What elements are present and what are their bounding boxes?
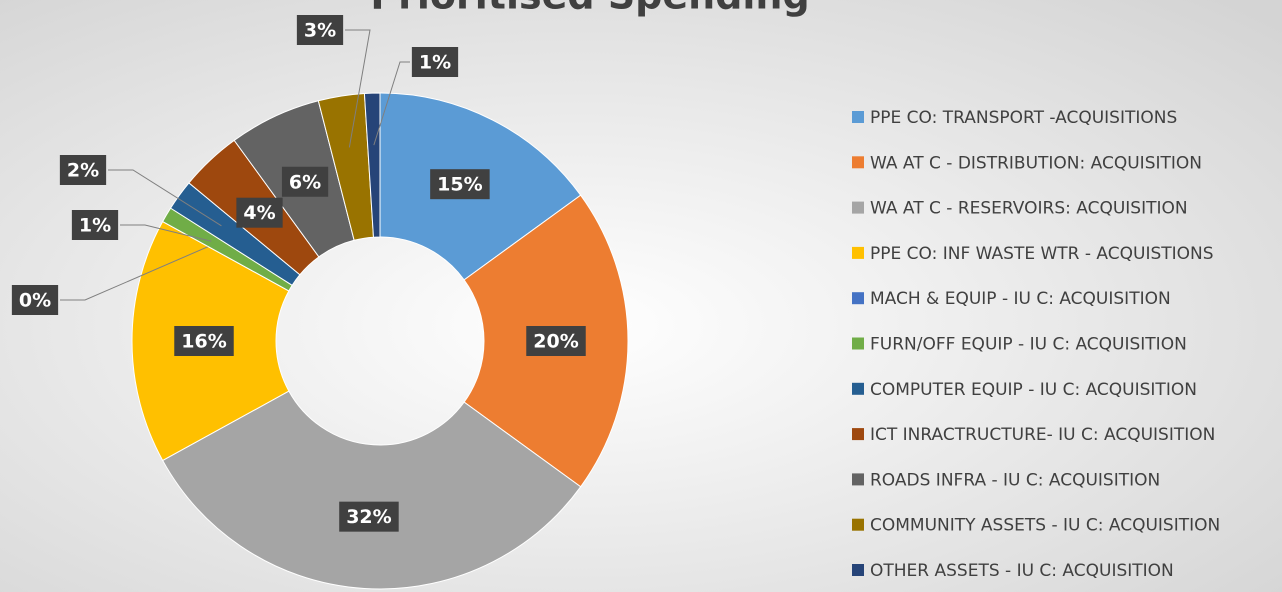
donut-slice — [161, 390, 582, 590]
leader-line — [108, 169, 222, 227]
data-label: 15% — [430, 169, 490, 200]
data-label-text: 15% — [437, 174, 482, 196]
data-label: 4% — [236, 197, 283, 228]
data-label: 20% — [526, 326, 586, 356]
data-label: 0% — [11, 285, 59, 315]
data-label-text: 1% — [419, 52, 451, 74]
data-label-box — [11, 285, 59, 315]
data-label-box — [411, 47, 459, 77]
legend-swatch — [852, 156, 864, 169]
legend-swatch — [852, 111, 864, 123]
data-label: 1% — [71, 210, 119, 240]
data-label-text: 1% — [79, 215, 111, 237]
leader-line — [345, 29, 371, 148]
data-label-box — [281, 166, 329, 197]
legend-swatch — [852, 428, 864, 441]
legend-swatch — [852, 337, 864, 350]
data-label: 6% — [281, 166, 329, 197]
data-label: 1% — [411, 47, 459, 77]
data-label-text: 20% — [533, 331, 578, 353]
legend-swatch — [852, 246, 864, 259]
legend-label: ROADS INFRA - IU C: ACQUISITION — [870, 470, 1160, 490]
legend-label: WA AT C - RESERVOIRS: ACQUISITION — [870, 199, 1188, 219]
legend-label: FURN/OFF EQUIP - IU C: ACQUISITION — [870, 335, 1187, 355]
leader-line — [373, 61, 410, 146]
legend-label: ICT INRACTRUCTURE- IU C: ACQUISITION — [870, 425, 1215, 445]
data-label-box — [339, 501, 399, 532]
data-label-text: 16% — [181, 331, 226, 353]
legend-swatch — [852, 292, 864, 305]
legend-swatch — [852, 201, 864, 214]
data-label: 16% — [174, 326, 234, 356]
legend-swatch — [852, 564, 864, 576]
data-label: 2% — [59, 155, 107, 185]
legend-label: PPE CO: INF WASTE WTR - ACQUISTIONS — [870, 244, 1214, 264]
legend-label: OTHER ASSETS - IU C: ACQUISITION — [870, 561, 1174, 581]
data-label-text: 6% — [289, 171, 321, 193]
legend-label: WA AT C - DISTRIBUTION: ACQUISITION — [870, 153, 1202, 173]
data-label: 32% — [339, 501, 399, 532]
legend-swatch — [852, 473, 864, 486]
legend-swatch — [852, 382, 864, 395]
leader-line — [60, 246, 209, 301]
donut-slice — [363, 92, 381, 238]
data-label-text: 4% — [243, 202, 275, 224]
legend-label: PPE CO: TRANSPORT -ACQUISITIONS — [870, 108, 1177, 128]
chart-title: Prioritised Spending — [370, 0, 809, 18]
data-label-box — [174, 326, 234, 356]
data-label-box — [296, 15, 344, 45]
data-label-text: 0% — [19, 290, 51, 312]
data-label-box — [526, 326, 586, 356]
legend-label: MACH & EQUIP - IU C: ACQUISITION — [870, 289, 1171, 309]
legend-swatch — [852, 518, 864, 531]
legend-label: COMPUTER EQUIP - IU C: ACQUISITION — [870, 380, 1197, 400]
data-label-text: 3% — [304, 20, 336, 42]
data-label-box — [430, 169, 490, 200]
data-label-box — [236, 197, 283, 228]
legend-label: COMMUNITY ASSETS - IU C: ACQUISITION — [870, 516, 1220, 536]
data-label: 3% — [296, 15, 344, 45]
leader-line — [120, 224, 212, 242]
data-label-box — [59, 155, 107, 185]
data-label-text: 2% — [67, 160, 99, 182]
data-label-text: 32% — [346, 506, 391, 528]
data-label-box — [71, 210, 119, 240]
